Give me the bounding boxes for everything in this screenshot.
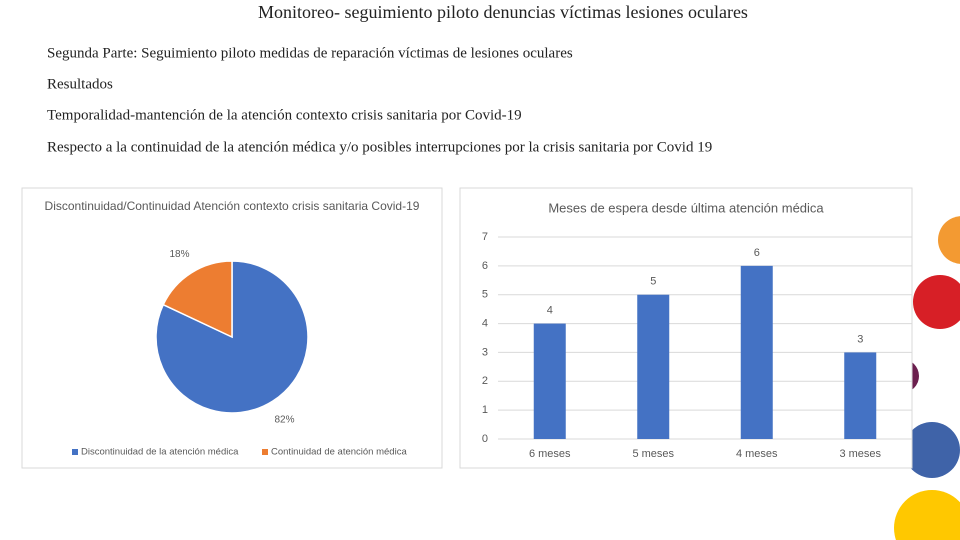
x-tick-label: 6 meses — [529, 448, 571, 460]
bar — [844, 352, 877, 439]
x-tick-label: 4 meses — [736, 448, 778, 460]
text-line: Segunda Parte: Seguimiento piloto medida… — [47, 45, 573, 61]
data-label: 4 — [547, 304, 553, 316]
decor-circle — [913, 275, 960, 329]
text-line: Respecto a la continuidad de la atención… — [47, 139, 712, 155]
data-label: 18% — [169, 249, 189, 260]
y-tick-label: 0 — [482, 433, 488, 445]
chart-title: Meses de espera desde última atención mé… — [548, 200, 824, 215]
bar — [637, 294, 670, 439]
text-line: Temporalidad-mantención de la atención c… — [47, 107, 522, 123]
data-label: 6 — [754, 247, 760, 259]
legend-swatch — [72, 449, 78, 455]
text-line: Resultados — [47, 76, 113, 92]
bar — [740, 265, 773, 439]
x-tick-label: 3 meses — [839, 448, 881, 460]
y-tick-label: 6 — [482, 260, 488, 272]
legend-swatch — [262, 449, 268, 455]
data-label: 82% — [275, 414, 295, 425]
slide-title: Monitoreo- seguimiento piloto denuncias … — [258, 2, 748, 22]
decor-circle — [938, 216, 960, 264]
data-label: 3 — [857, 333, 863, 345]
legend-label: Discontinuidad de la atención médica — [81, 447, 239, 458]
data-label: 5 — [650, 276, 656, 288]
chart-title: Discontinuidad/Continuidad Atención cont… — [45, 199, 420, 213]
y-tick-label: 2 — [482, 375, 488, 387]
decor-circle — [904, 422, 960, 478]
decor-circle — [894, 490, 960, 540]
y-tick-label: 1 — [482, 404, 488, 416]
pie-slice — [162, 260, 233, 339]
y-tick-label: 5 — [482, 289, 488, 301]
y-tick-label: 4 — [482, 317, 488, 329]
x-tick-label: 5 meses — [632, 448, 674, 460]
chart-panel — [459, 187, 913, 469]
legend-label: Continuidad de atención médica — [271, 447, 407, 458]
y-tick-label: 7 — [482, 231, 488, 243]
bar — [533, 323, 566, 439]
y-tick-label: 3 — [482, 346, 488, 358]
